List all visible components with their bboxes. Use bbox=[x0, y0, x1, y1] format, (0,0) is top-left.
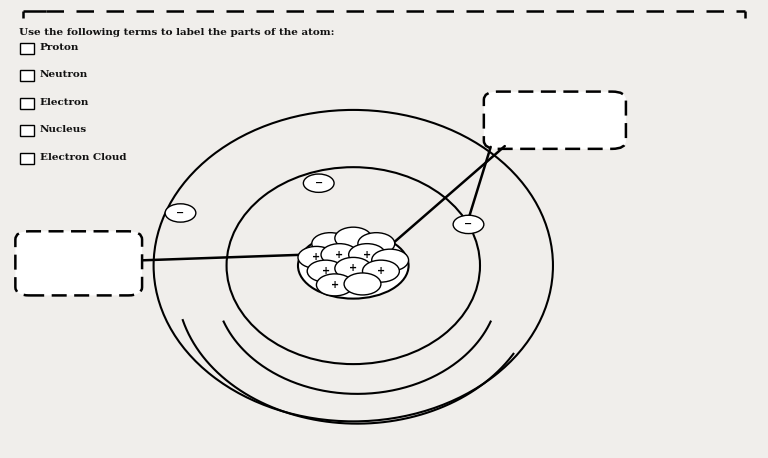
Circle shape bbox=[321, 244, 358, 266]
Bar bbox=[20, 43, 34, 54]
Text: −: − bbox=[465, 219, 472, 229]
Bar bbox=[20, 125, 34, 136]
Circle shape bbox=[303, 174, 334, 192]
Text: Nucleus: Nucleus bbox=[40, 125, 87, 134]
Circle shape bbox=[307, 260, 344, 282]
Circle shape bbox=[335, 227, 372, 249]
Text: Use the following terms to label the parts of the atom:: Use the following terms to label the par… bbox=[19, 28, 335, 38]
Text: Electron Cloud: Electron Cloud bbox=[40, 153, 127, 162]
FancyBboxPatch shape bbox=[15, 231, 142, 295]
Text: +: + bbox=[377, 266, 385, 276]
Text: +: + bbox=[349, 263, 357, 273]
Text: Electron: Electron bbox=[40, 98, 89, 107]
Circle shape bbox=[358, 233, 395, 255]
Text: +: + bbox=[363, 250, 371, 260]
Text: −: − bbox=[315, 178, 323, 188]
Bar bbox=[20, 153, 34, 164]
Circle shape bbox=[298, 233, 409, 299]
Circle shape bbox=[316, 274, 353, 296]
Circle shape bbox=[372, 249, 409, 271]
Circle shape bbox=[349, 244, 386, 266]
Text: −: − bbox=[177, 207, 184, 218]
Circle shape bbox=[165, 204, 196, 222]
FancyBboxPatch shape bbox=[484, 92, 626, 149]
Circle shape bbox=[298, 246, 335, 268]
Circle shape bbox=[312, 233, 349, 255]
Circle shape bbox=[335, 257, 372, 279]
Text: +: + bbox=[331, 280, 339, 290]
Text: +: + bbox=[313, 252, 320, 262]
Text: Proton: Proton bbox=[40, 43, 79, 52]
Circle shape bbox=[362, 260, 399, 282]
Text: +: + bbox=[322, 266, 329, 276]
Circle shape bbox=[344, 273, 381, 295]
Bar bbox=[20, 98, 34, 109]
Circle shape bbox=[453, 215, 484, 234]
Text: +: + bbox=[336, 250, 343, 260]
Text: Neutron: Neutron bbox=[40, 70, 88, 79]
Bar bbox=[20, 70, 34, 81]
